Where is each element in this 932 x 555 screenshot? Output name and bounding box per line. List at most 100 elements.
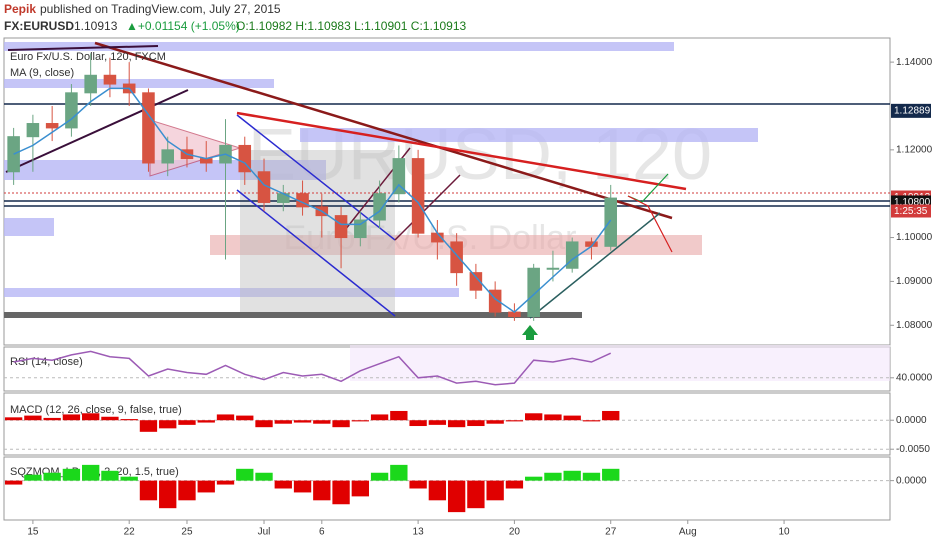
histogram-bar xyxy=(293,480,312,493)
histogram-bar xyxy=(62,468,81,481)
histogram-bar xyxy=(563,470,581,481)
histogram-bar xyxy=(351,420,369,422)
histogram-bar xyxy=(4,480,23,485)
last-price: 1.10913 xyxy=(74,19,118,33)
histogram-bar xyxy=(332,480,350,505)
histogram-bar xyxy=(255,420,273,428)
histogram-bar xyxy=(409,480,427,489)
histogram-bar xyxy=(236,415,254,421)
ma-line xyxy=(13,87,612,314)
histogram-bar xyxy=(43,417,61,421)
histogram-bar xyxy=(563,415,581,421)
histogram-bar xyxy=(43,472,61,481)
panel-title: MACD (12, 26, close, 9, false, true) xyxy=(10,404,182,416)
histogram-bar xyxy=(101,416,119,421)
price-tag-label: 1.10800 xyxy=(894,197,931,208)
histogram-bar xyxy=(525,413,543,421)
x-tick-label: Jul xyxy=(258,527,271,538)
candle-body xyxy=(565,241,579,269)
histogram-bar xyxy=(216,480,235,485)
candle-body xyxy=(450,241,463,274)
author[interactable]: Pepik xyxy=(4,2,36,16)
y-tick-label: 1.09000 xyxy=(896,276,932,287)
candle-body xyxy=(469,272,483,291)
histogram-bar xyxy=(602,468,620,481)
histogram-bar xyxy=(582,472,601,481)
histogram-bar xyxy=(486,420,504,424)
histogram-bar xyxy=(351,480,369,497)
ohlc: O:1.10982 H:1.10983 L:1.10901 C:1.10913 xyxy=(236,19,467,33)
histogram-bar xyxy=(62,414,81,421)
x-tick-label: 20 xyxy=(509,527,521,538)
histogram-bar xyxy=(370,414,389,421)
x-tick-label: 15 xyxy=(27,527,39,538)
histogram-bar xyxy=(544,414,562,421)
histogram-bar xyxy=(428,480,447,501)
histogram-bar xyxy=(197,420,215,423)
candle-body xyxy=(65,92,78,129)
histogram-bar xyxy=(525,476,543,481)
histogram-bar xyxy=(467,420,485,427)
histogram-bar xyxy=(24,474,42,481)
candle-body xyxy=(103,74,117,85)
price-tag xyxy=(891,103,931,118)
histogram-bar xyxy=(274,420,292,424)
histogram-bar xyxy=(274,480,292,489)
histogram-bar xyxy=(159,480,177,509)
histogram-bar xyxy=(582,420,601,422)
histogram-bar xyxy=(313,420,331,424)
symbol: FX:EURUSD xyxy=(4,19,74,33)
countdown: 1:25:35 xyxy=(894,206,928,217)
histogram-bar xyxy=(120,419,138,421)
histogram-bar xyxy=(332,420,350,428)
y-tick-label: 1.10000 xyxy=(896,232,932,243)
zones xyxy=(4,42,890,381)
candle-body xyxy=(488,289,502,313)
histogram-bar xyxy=(4,417,23,421)
candle-body xyxy=(238,144,252,173)
histogram-bar xyxy=(236,468,254,481)
histogram-bar xyxy=(82,413,100,421)
histogram-bar xyxy=(447,420,466,428)
histogram-bar xyxy=(486,480,504,501)
histogram-bar xyxy=(82,464,100,481)
y-tick-label: 40.0000 xyxy=(896,372,932,383)
histogram-bar xyxy=(255,472,273,481)
histogram-bar xyxy=(390,410,408,421)
y-tick-label: -0.0050 xyxy=(896,444,930,455)
histogram-bar xyxy=(428,420,447,425)
header-bg xyxy=(0,0,932,36)
histogram-bar xyxy=(120,476,138,481)
main-title: Euro Fx/U.S. Dollar, 120, FXCM xyxy=(10,51,166,63)
histogram-bar xyxy=(139,420,158,432)
histogram-bar xyxy=(159,420,177,429)
change: ▲+0.01154 (+1.05%) xyxy=(126,19,240,33)
candle-body xyxy=(334,215,348,239)
y-tick-label: 0.0000 xyxy=(896,415,927,426)
x-tick-label: Aug xyxy=(679,527,697,538)
candle-body xyxy=(527,267,540,317)
histogram-bar xyxy=(447,480,466,513)
panel-title: RSI (14, close) xyxy=(10,356,83,368)
candle-body xyxy=(411,158,425,234)
x-tick-label: 22 xyxy=(124,527,136,538)
histogram-bar xyxy=(602,410,620,421)
y-tick-label: 0.0000 xyxy=(896,475,927,486)
candle-body xyxy=(354,219,367,239)
candle-body xyxy=(546,267,560,270)
x-tick-label: 25 xyxy=(181,527,193,538)
histogram-bar xyxy=(197,480,215,493)
candle-body xyxy=(604,197,617,247)
price-tag-label: 1.12889 xyxy=(894,105,931,116)
panel-frames xyxy=(3,37,891,521)
candle-body xyxy=(26,123,40,138)
candle-body xyxy=(161,149,174,164)
y-tick-label: 1.14000 xyxy=(896,57,932,68)
x-tick-label: 6 xyxy=(319,527,325,538)
histogram-bar xyxy=(216,414,235,421)
candle-body xyxy=(45,123,59,129)
x-tick-label: 27 xyxy=(605,527,617,538)
candle-body xyxy=(142,92,155,164)
histogram-bar xyxy=(24,415,42,421)
